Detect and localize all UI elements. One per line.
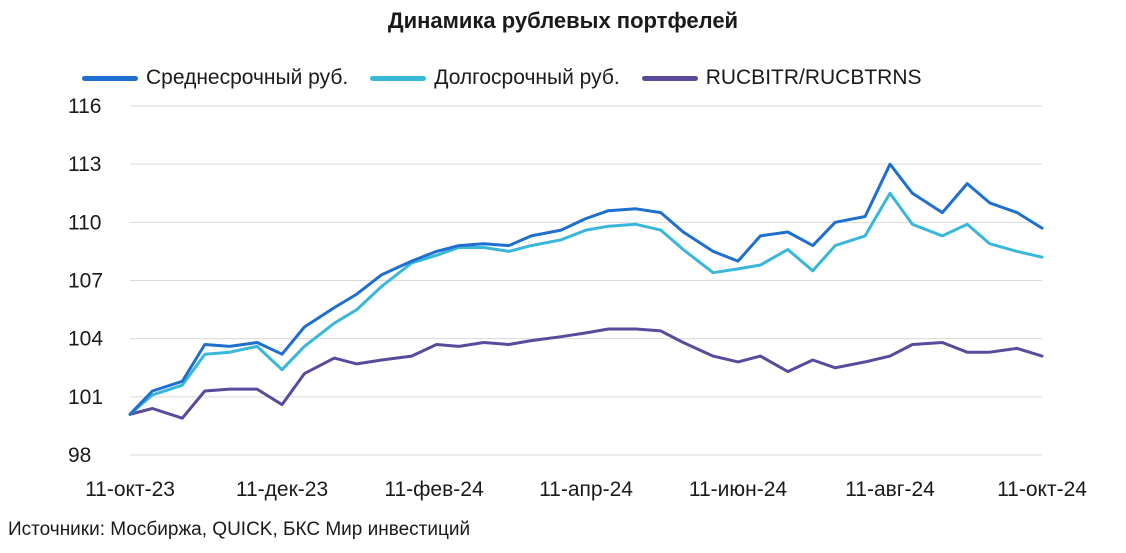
x-tick-label: 11-дек-23 — [236, 478, 328, 501]
y-tick-label: 104 — [68, 328, 103, 351]
y-tick-label: 98 — [68, 444, 91, 467]
source-note: Источники: Мосбиржа, QUICK, БКС Мир инве… — [8, 519, 471, 540]
x-tick-label: 11-фев-24 — [384, 478, 484, 501]
series-line-1 — [128, 191, 1044, 416]
y-tick-label: 101 — [68, 386, 103, 409]
legend-swatch-0 — [82, 75, 138, 81]
chart-title: Динамика рублевых портфелей — [387, 8, 739, 33]
x-tick-label: 11-июн-24 — [689, 478, 788, 501]
y-tick-label: 113 — [68, 153, 101, 176]
legend-swatch-1 — [370, 75, 427, 81]
series-line-0 — [128, 162, 1044, 416]
legend-item-0: Среднесрочный руб. — [82, 66, 348, 90]
x-tick-label: 11-окт-24 — [997, 478, 1087, 501]
legend-item-1: Долгосрочный руб. — [370, 66, 620, 90]
legend-swatch-2 — [641, 75, 698, 81]
legend-label-2: RUCBITR/RUCBTRNS — [705, 66, 922, 89]
y-tick-label: 116 — [68, 95, 101, 118]
x-tick-label: 11-апр-24 — [539, 478, 633, 501]
legend-label-0: Среднесрочный руб. — [146, 66, 349, 89]
y-tick-label: 107 — [68, 270, 103, 293]
chart-legend: Среднесрочный руб. Долгосрочный руб. RUC… — [82, 66, 944, 90]
legend-label-1: Долгосрочный руб. — [434, 66, 620, 89]
series-line-2 — [128, 327, 1044, 420]
x-tick-label: 11-окт-23 — [85, 478, 175, 501]
x-tick-label: 11-авг-24 — [845, 478, 935, 501]
legend-item-2: RUCBITR/RUCBTRNS — [641, 66, 922, 90]
y-tick-label: 110 — [68, 211, 101, 234]
